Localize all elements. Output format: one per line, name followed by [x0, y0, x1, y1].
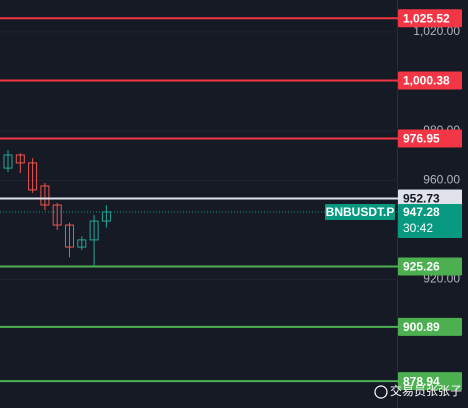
candle-body — [89, 220, 99, 241]
level-label: 1,000.38 — [403, 74, 450, 88]
level-label: 1,025.52 — [403, 11, 450, 25]
candle-body — [15, 154, 25, 164]
level-label-box — [398, 257, 462, 276]
watermark-icon — [374, 385, 388, 399]
candle-body — [52, 204, 62, 226]
level-label-box — [398, 71, 462, 90]
level-label-box — [398, 317, 462, 336]
candle-body — [77, 239, 87, 248]
candle-body — [65, 224, 74, 248]
level-label: 976.95 — [403, 132, 440, 146]
candle-body — [101, 211, 111, 222]
y-tick-label: 1,020.00 — [413, 24, 460, 38]
level-label-box — [398, 9, 462, 28]
symbol-box — [325, 203, 395, 220]
y-tick-label: 960.00 — [423, 173, 460, 187]
candle-body — [3, 154, 13, 169]
watermark: 交易员张张子 — [390, 383, 462, 398]
level-label: 900.89 — [403, 320, 440, 334]
candle-body — [40, 185, 50, 206]
last-price-box — [398, 203, 462, 238]
last-price-label: 947.28 — [403, 205, 440, 219]
countdown: 30:42 — [403, 221, 433, 235]
level-label: 952.73 — [403, 192, 440, 206]
level-label-box — [398, 189, 462, 208]
symbol-label: BNBUSDT.P — [326, 205, 395, 219]
level-label: 925.26 — [403, 260, 440, 274]
level-label-box — [398, 372, 462, 391]
level-label-box — [398, 129, 462, 148]
level-label: 878.94 — [403, 374, 440, 388]
candle-body — [28, 162, 38, 191]
